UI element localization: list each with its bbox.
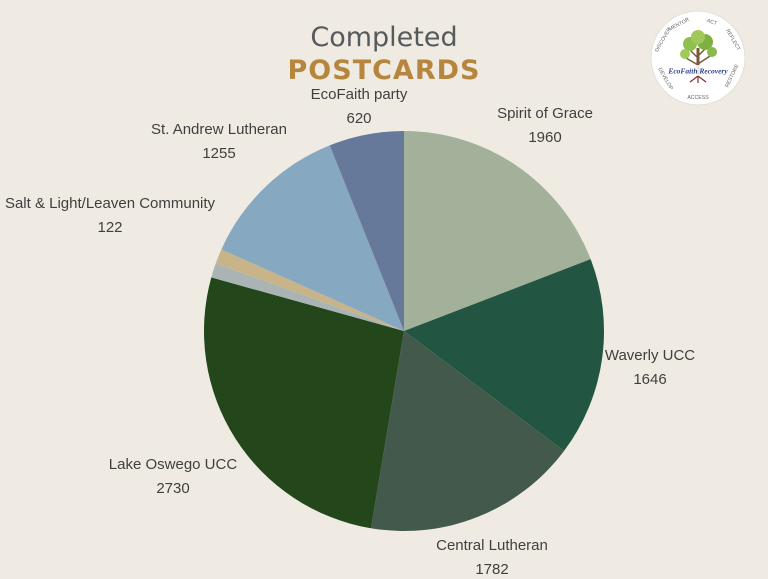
slice-value-label: 620 [346, 110, 371, 127]
ecofaith-logo: EcoFaith Recovery MENTOR ACTREFLECTRESTOR… [650, 10, 746, 106]
chart-title-line1: Completed [310, 22, 458, 53]
slice-value-label: 1646 [633, 371, 666, 388]
logo-word: ACT [706, 18, 719, 27]
chart-title-line2: POSTCARDS [287, 55, 481, 86]
pie-slice [215, 249, 404, 331]
pie-slice [404, 131, 591, 331]
slice-label: St. Andrew Lutheran [151, 121, 287, 138]
pie-slice [203, 277, 404, 529]
slice-value-label: 1255 [202, 145, 235, 162]
logo-word: ACCESS [687, 95, 709, 101]
slice-label: Lake Oswego UCC [109, 456, 238, 473]
pie-slice [211, 263, 404, 331]
pie-slice [370, 331, 565, 532]
slice-value-label: 122 [97, 219, 122, 236]
tree-icon [680, 30, 717, 83]
slice-label: EcoFaith party [311, 86, 408, 103]
slice-label: Waverly UCC [605, 347, 695, 364]
pie-slice [329, 131, 404, 331]
slice-value-label: 1782 [475, 561, 508, 578]
logo-banner: EcoFaith Recovery [667, 67, 728, 76]
slice-label: Salt & Light/Leaven Community [5, 195, 216, 212]
slice-value-label: 1960 [528, 129, 561, 146]
slice-label: Spirit of Grace [497, 105, 593, 122]
slice-value-label: 2730 [156, 480, 189, 497]
pie-slice [404, 259, 604, 451]
slice-label: Central Lutheran [436, 537, 548, 554]
pie-slice [221, 145, 404, 331]
